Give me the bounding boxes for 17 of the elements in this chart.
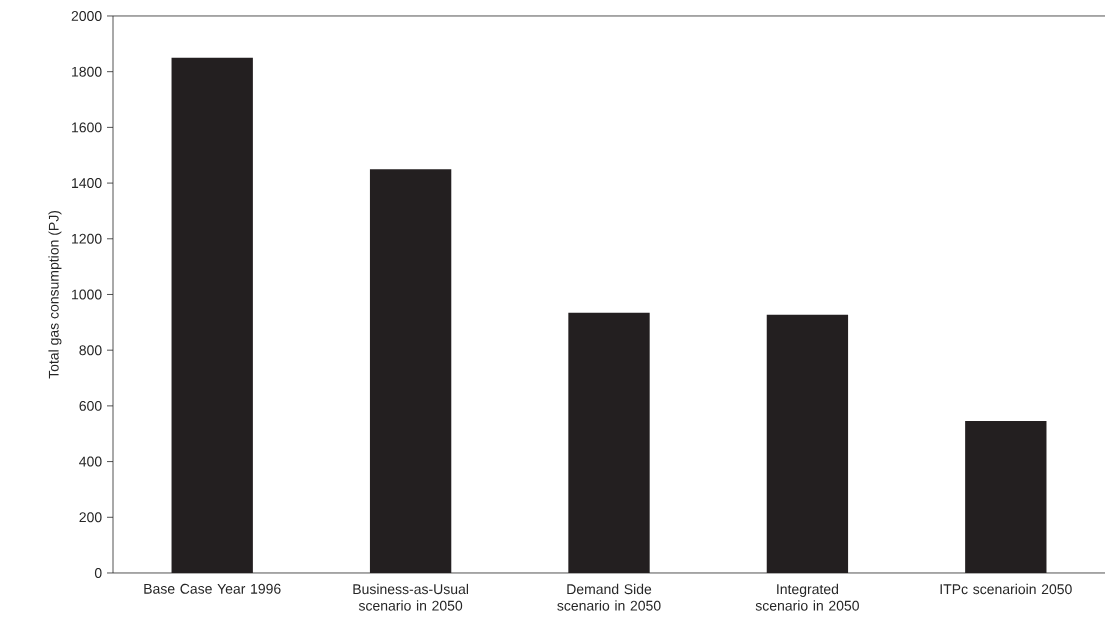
x-tick-label: Demand Side scenario in 2050 — [557, 583, 661, 611]
y-axis-title: Total gas consumption (PJ) — [48, 210, 62, 379]
y-tick-label: 1800 — [72, 66, 102, 77]
y-tick-label: 1600 — [72, 122, 102, 133]
y-tick-label: 2000 — [71, 11, 102, 21]
x-tick-label: Base Case Year 1996 — [144, 583, 281, 594]
y-tick-label: 600 — [79, 400, 102, 411]
y-tick-label: 1200 — [72, 233, 102, 244]
x-tick-label: Business-as-Usual scenario in 2050 — [353, 583, 469, 611]
y-tick-label: 1000 — [72, 289, 102, 300]
y-tick-label: 0 — [94, 568, 102, 578]
y-tick-label: 1400 — [72, 178, 102, 189]
y-tick-label: 400 — [79, 456, 102, 467]
x-tick-label: Integrated scenario in 2050 — [755, 583, 859, 611]
x-tick-label: ITPc scenarioin 2050 — [940, 583, 1072, 595]
y-tick-label: 800 — [79, 345, 102, 356]
y-tick-label: 200 — [79, 512, 102, 523]
